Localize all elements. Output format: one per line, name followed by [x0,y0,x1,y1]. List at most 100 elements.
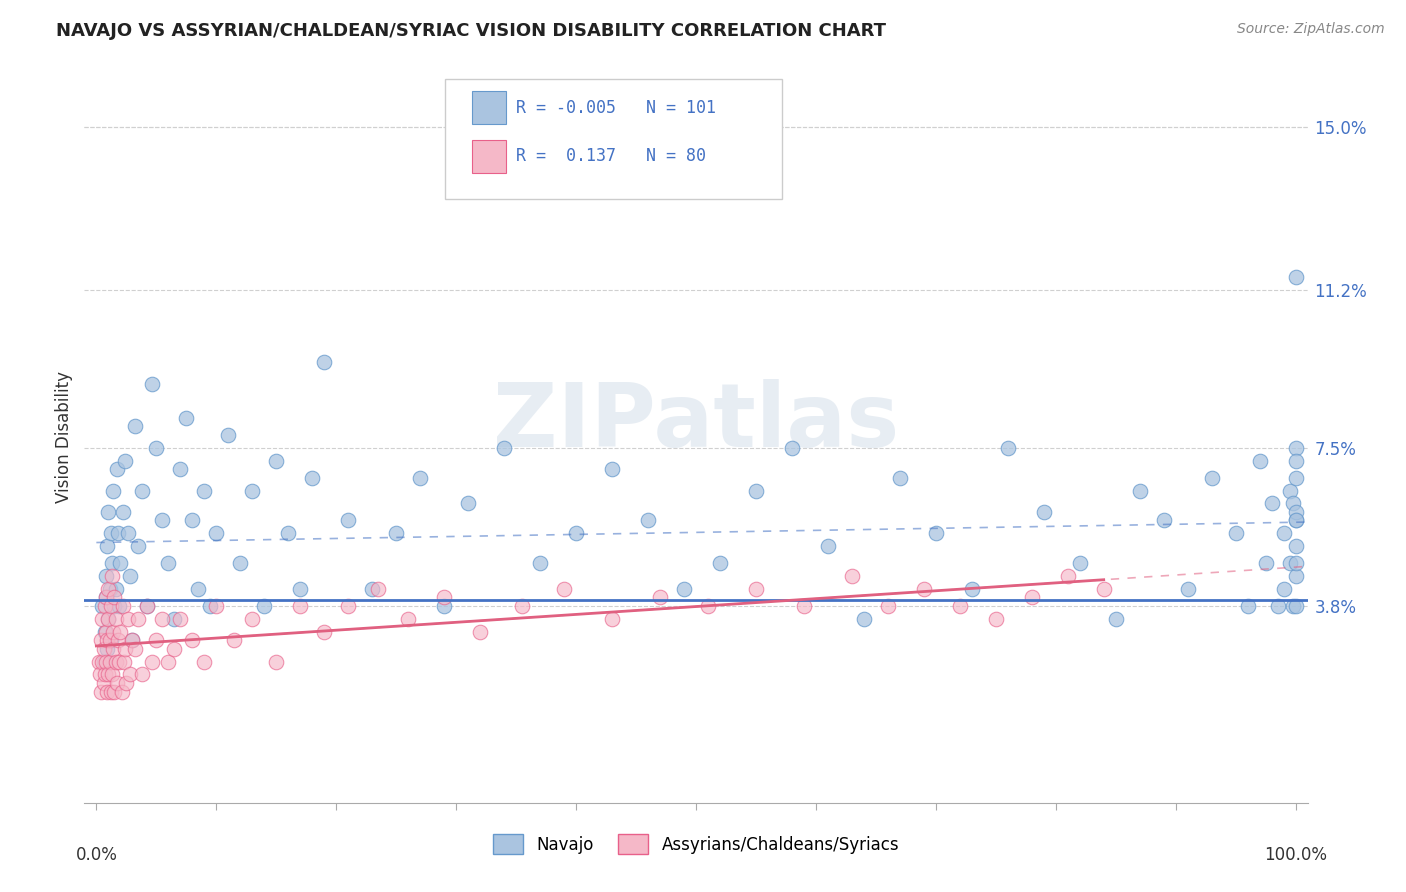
Point [240,483,263,498]
Point [98,633,121,648]
Point [141,655,163,669]
Point [174,410,197,425]
Point [468,624,491,639]
Point [127,539,149,553]
Point [600,612,623,626]
Point [100,599,122,613]
Point [1129,483,1152,498]
Point [1236,599,1258,613]
Point [253,599,276,613]
Point [121,633,143,648]
Point [1278,483,1301,498]
Point [1201,471,1223,485]
FancyBboxPatch shape [472,91,506,124]
Point [97,505,120,519]
Point [1284,453,1306,467]
Point [224,633,246,648]
Point [494,441,516,455]
Y-axis label: Vision Disability: Vision Disability [55,371,73,503]
Point [745,483,768,498]
Point [157,655,180,669]
Point [637,514,659,528]
Point [110,556,132,570]
Point [187,582,209,596]
Point [385,526,408,541]
Point [949,599,972,613]
Point [100,526,122,541]
Text: 0.0%: 0.0% [76,846,117,863]
Point [960,582,983,596]
Point [163,641,186,656]
Point [1284,269,1306,284]
Point [111,599,134,613]
Point [852,612,875,626]
Point [114,641,136,656]
Point [91,655,114,669]
Point [648,591,671,605]
Point [100,684,122,698]
Point [91,612,114,626]
Legend: Navajo, Assyrians/Chaldeans/Syriacs: Navajo, Assyrians/Chaldeans/Syriacs [486,828,905,860]
Text: R = -0.005   N = 101: R = -0.005 N = 101 [516,99,716,117]
Point [150,612,173,626]
Point [433,591,456,605]
Point [553,582,575,596]
Point [1225,526,1247,541]
Point [314,624,336,639]
Point [111,505,134,519]
Point [104,655,127,669]
Point [817,539,839,553]
Point [1284,556,1306,570]
Point [1272,582,1295,596]
Point [1249,453,1271,467]
Point [118,667,141,681]
Point [181,633,204,648]
Point [103,591,125,605]
Text: 100.0%: 100.0% [1264,846,1327,863]
Point [105,462,128,476]
Point [101,569,124,583]
Point [90,684,112,698]
Point [277,526,299,541]
Point [124,641,146,656]
Point [301,471,323,485]
Point [1254,556,1277,570]
Point [229,556,252,570]
Point [1284,599,1306,613]
Point [1282,496,1305,510]
Point [264,453,287,467]
Point [169,612,191,626]
Point [1177,582,1199,596]
Point [529,556,551,570]
Point [97,612,120,626]
Point [709,556,731,570]
Point [337,514,360,528]
Point [314,355,336,369]
Point [264,655,287,669]
Point [193,483,215,498]
Point [205,526,228,541]
Point [105,676,128,690]
Point [104,582,127,596]
Point [876,599,898,613]
Point [114,453,136,467]
Point [94,591,117,605]
Point [103,684,125,698]
Point [90,633,112,648]
Point [1069,556,1091,570]
Point [600,462,623,476]
Point [780,441,803,455]
Point [1021,591,1043,605]
Point [103,599,125,613]
Point [87,655,110,669]
Point [96,641,118,656]
Point [96,539,118,553]
Point [101,556,124,570]
Point [290,599,312,613]
Point [91,599,114,613]
Point [96,684,118,698]
Point [145,441,167,455]
Point [157,556,180,570]
Point [121,633,143,648]
Point [98,655,121,669]
